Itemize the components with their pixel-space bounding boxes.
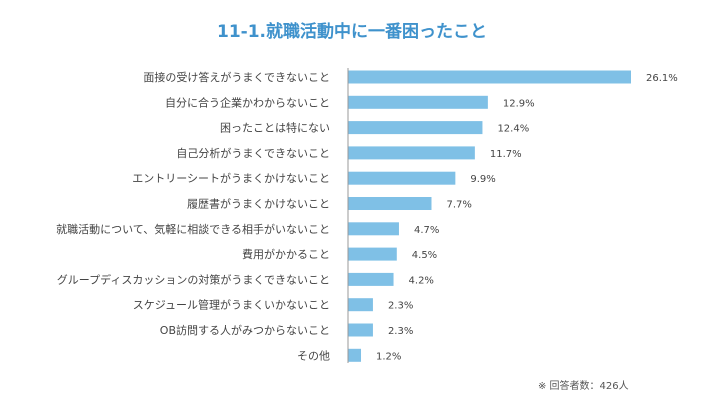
value-label: 12.9%: [503, 98, 535, 109]
category-label: 困ったことは特にない: [220, 121, 330, 135]
category-label: 自分に合う企業かわからないこと: [165, 95, 330, 109]
value-label: 7.7%: [446, 200, 471, 211]
bar: [348, 298, 373, 312]
category-label: OB訪問する人がみつからないこと: [160, 323, 330, 337]
bar: [348, 197, 432, 210]
value-label: 4.2%: [409, 275, 434, 286]
value-label: 12.4%: [497, 124, 529, 135]
value-label: 4.7%: [414, 225, 439, 236]
bar: [348, 272, 394, 286]
category-label: その他: [297, 349, 330, 362]
category-label: 面接の受け答えがうまくできないこと: [143, 70, 330, 84]
category-label: エントリーシートがうまくかけないこと: [132, 171, 330, 185]
bar: [348, 146, 475, 160]
bar: [348, 348, 362, 362]
value-label: 26.1%: [646, 73, 678, 84]
bar: [348, 121, 483, 135]
value-label: 2.3%: [388, 301, 413, 312]
bar: [348, 171, 456, 185]
bar: [348, 222, 399, 236]
value-label: 4.5%: [412, 250, 437, 261]
category-label: 自己分析がうまくできないこと: [176, 146, 330, 160]
category-label: 履歴書がうまくかけないこと: [187, 197, 330, 211]
respondent-note: ※ 回答者数：426人: [538, 381, 629, 392]
value-label: 9.9%: [470, 174, 495, 185]
category-label: 就職活動について、気軽に相談できる相手がいないこと: [56, 222, 330, 236]
category-label: グループディスカッションの対策がうまくできないこと: [57, 272, 330, 286]
value-label: 1.2%: [376, 351, 401, 362]
value-label: 11.7%: [490, 149, 522, 160]
value-label: 2.3%: [388, 326, 413, 337]
bar: [348, 323, 373, 337]
bar: [348, 95, 488, 109]
bar: [348, 247, 397, 261]
category-label: スケジュール管理がうまくいかないこと: [133, 298, 330, 312]
bar: [348, 70, 631, 84]
category-label: 費用がかかること: [242, 247, 330, 261]
chart-title: 11-1.就職活動中に一番困ったこと: [217, 22, 487, 42]
